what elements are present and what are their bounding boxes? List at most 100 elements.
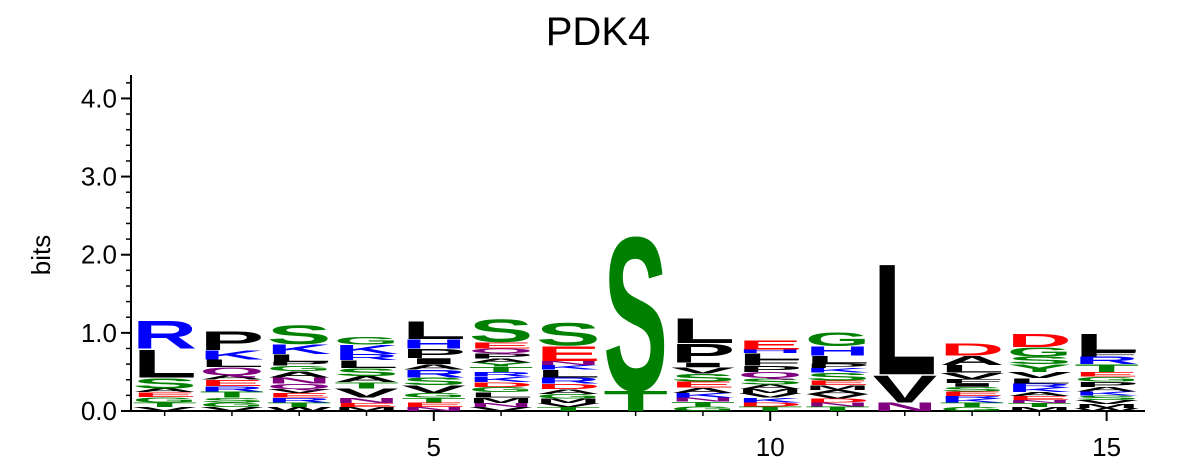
logo-letter: A — [132, 387, 197, 393]
logo-letter: V — [200, 406, 265, 412]
logo-letter: Q — [738, 371, 803, 381]
logo-letter: V — [334, 386, 399, 400]
logo-letter: R — [132, 313, 197, 357]
logo-letter: S — [603, 192, 668, 438]
logo-letter: P — [738, 364, 803, 374]
logo-letter: P — [267, 361, 332, 367]
logo-letter: F — [940, 378, 1005, 384]
logo-letter: E — [401, 401, 466, 408]
logo-letter: G — [1007, 345, 1072, 359]
logo-letter: E — [1007, 395, 1072, 401]
chart-title: PDK4 — [546, 10, 651, 54]
logo-letter: T — [671, 401, 736, 408]
logo-letter: E — [671, 380, 736, 390]
logo-letter: P — [671, 338, 736, 368]
logo-letter: R — [401, 368, 466, 380]
logo-letter: L — [1007, 377, 1072, 385]
logo-letter: S — [1074, 394, 1139, 401]
y-axis-label: bits — [26, 235, 56, 275]
logo-letter: T — [805, 405, 870, 412]
logo-letter: D — [940, 340, 1005, 359]
logo-letter: L — [872, 232, 937, 409]
logo-letter: S — [200, 397, 265, 404]
x-tick-label: 10 — [756, 432, 785, 462]
logo-letter: L — [200, 358, 265, 370]
logo-letter: T — [267, 401, 332, 408]
logo-letter: E — [334, 402, 399, 408]
logo-letter: V — [401, 384, 466, 396]
logo-letter: K — [334, 342, 399, 356]
logo-letter: M — [805, 384, 870, 391]
logo-letter: S — [401, 376, 466, 388]
logo-letter: G — [334, 335, 399, 347]
logo-letter: K — [267, 341, 332, 357]
logo-letter: D — [469, 381, 534, 388]
logo-letter: T — [469, 365, 534, 373]
logo-letter: R — [940, 396, 1005, 400]
logo-letter: L — [671, 311, 736, 351]
logo-letter: P — [1074, 380, 1139, 388]
logo-letter: K — [940, 398, 1005, 404]
logo-letter: E — [469, 341, 534, 351]
logo-letter: H — [805, 344, 870, 358]
logo-letter: V — [671, 366, 736, 376]
logo-letter: W — [1074, 407, 1139, 412]
logo-letter: L — [738, 352, 803, 362]
logo-letter: D — [536, 382, 601, 390]
logo-letter: P — [469, 352, 534, 360]
logo-letter: I — [401, 357, 466, 367]
logo-letter: N — [1007, 399, 1072, 404]
logo-letter: V — [536, 402, 601, 408]
logo-letter: K — [200, 348, 265, 362]
logo-letter: R — [1074, 355, 1139, 367]
logo-letter: F — [738, 358, 803, 368]
logo-letter: K — [671, 392, 736, 399]
logo-letter: L — [401, 317, 466, 344]
logo-letter: V — [267, 388, 332, 394]
logo-letter: R — [536, 376, 601, 386]
logo-letter: D — [738, 402, 803, 408]
logo-letter: E — [940, 390, 1005, 397]
logo-letter: Q — [267, 382, 332, 390]
logo-letter: Q — [200, 366, 265, 378]
logo-letter: N — [469, 402, 534, 408]
logo-letter: V — [1074, 399, 1139, 405]
logo-letter: L — [940, 363, 1005, 375]
logo-letter: E — [805, 379, 870, 386]
logo-letter: R — [334, 353, 399, 363]
logo-letter: A — [738, 383, 803, 390]
logo-letter: T — [334, 381, 399, 391]
logo-letter: R — [267, 397, 332, 404]
logo-letter: G — [805, 329, 870, 350]
logo-letter: E — [536, 342, 601, 366]
x-tick-label: 5 — [427, 432, 441, 462]
logo-letter: A — [334, 374, 399, 384]
logo-letter: Y — [469, 362, 534, 368]
logo-letter: N — [267, 376, 332, 386]
logo-letter: V — [940, 371, 1005, 381]
logo-letter: A — [671, 386, 736, 394]
logo-letter: G — [469, 386, 534, 394]
logo-letter: R — [469, 371, 534, 378]
logo-letter: T — [603, 385, 668, 418]
logo-letter: E — [1074, 371, 1139, 378]
logo-letter: D — [805, 398, 870, 404]
logo-letter: S — [805, 371, 870, 383]
logo-letter: E — [132, 391, 197, 398]
y-tick-label: 4.0 — [81, 83, 117, 113]
x-tick-label: 15 — [1092, 432, 1121, 462]
logo-letter: S — [334, 366, 399, 378]
logo-letter: E — [200, 378, 265, 388]
logo-letter: G — [671, 405, 736, 412]
logo-letter: V — [1007, 371, 1072, 381]
logo-letter: M — [334, 406, 399, 412]
logo-letter: P — [805, 362, 870, 369]
logo-letter: A — [401, 363, 466, 371]
logo-letter: T — [1007, 402, 1072, 408]
logo-letter: A — [469, 358, 534, 364]
logo-letter: K — [1007, 387, 1072, 394]
logo-letter: V — [738, 392, 803, 399]
logo-letter: K — [469, 375, 534, 383]
logo-letter: L — [805, 354, 870, 366]
logo-letter: M — [738, 388, 803, 394]
